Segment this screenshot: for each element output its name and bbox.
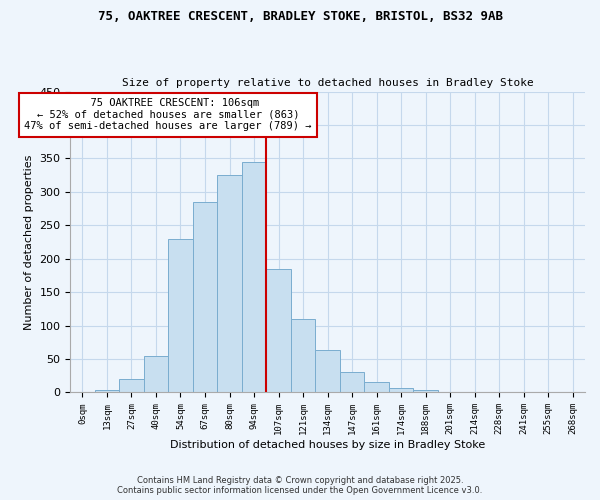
Bar [364,382,389,392]
Bar [340,372,364,392]
Bar [168,238,193,392]
Bar [95,390,119,392]
Text: 75, OAKTREE CRESCENT, BRADLEY STOKE, BRISTOL, BS32 9AB: 75, OAKTREE CRESCENT, BRADLEY STOKE, BRI… [97,10,503,23]
Bar [413,390,438,392]
Bar [119,379,144,392]
Bar [217,175,242,392]
Bar [144,356,168,393]
Bar [193,202,217,392]
Bar [291,319,316,392]
Bar [316,350,340,393]
Bar [266,270,291,392]
Text: 75 OAKTREE CRESCENT: 106sqm
← 52% of detached houses are smaller (863)
47% of se: 75 OAKTREE CRESCENT: 106sqm ← 52% of det… [25,98,312,132]
Bar [389,388,413,392]
Title: Size of property relative to detached houses in Bradley Stoke: Size of property relative to detached ho… [122,78,533,88]
Y-axis label: Number of detached properties: Number of detached properties [24,154,34,330]
Text: Contains HM Land Registry data © Crown copyright and database right 2025.
Contai: Contains HM Land Registry data © Crown c… [118,476,482,495]
X-axis label: Distribution of detached houses by size in Bradley Stoke: Distribution of detached houses by size … [170,440,485,450]
Bar [242,162,266,392]
